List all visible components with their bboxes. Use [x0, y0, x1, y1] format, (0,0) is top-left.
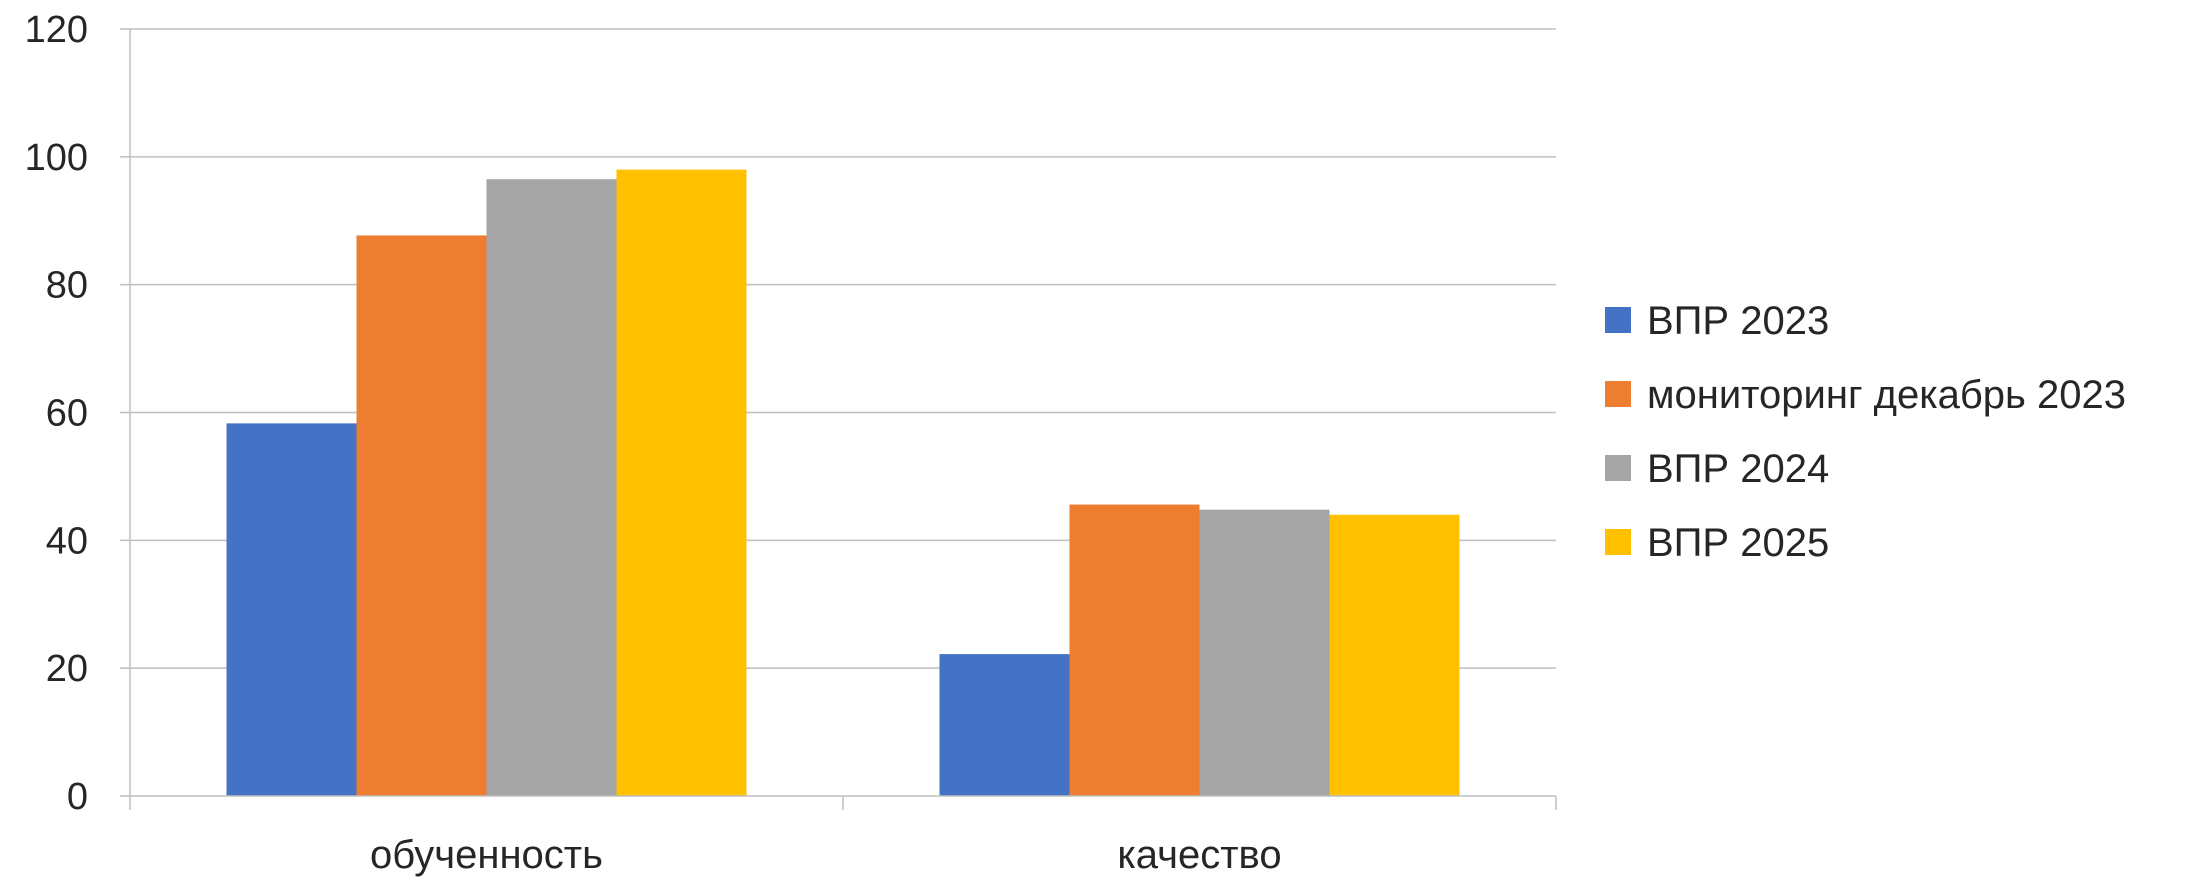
bar-1-2: [939, 654, 1070, 796]
bar-3-1: [486, 179, 617, 796]
y-tick-label: 60: [46, 393, 88, 435]
bar-4-2: [1329, 514, 1460, 796]
bars: [226, 169, 1460, 797]
legend: ВПР 2023 мониторинг декабрь 2023 ВПР 2024 В…: [1605, 299, 2126, 565]
legend-label: ВПР 2025: [1647, 521, 1829, 565]
y-tick-label: 80: [46, 265, 88, 307]
y-tick-label: 100: [25, 137, 88, 179]
legend-label: ВПР 2023: [1647, 299, 1829, 343]
y-tick-label: 0: [67, 776, 88, 818]
legend-swatch: [1605, 307, 1631, 333]
y-axis-ticks: 0 20 40 60 80 100 120: [25, 9, 130, 818]
legend-item: ВПР 2024: [1605, 447, 1829, 491]
y-tick-label: 20: [46, 648, 88, 690]
x-category-label: качество: [1117, 833, 1281, 877]
y-tick-label: 40: [46, 520, 88, 562]
legend-swatch: [1605, 455, 1631, 481]
legend-item: мониторинг декабрь 2023: [1605, 373, 2126, 417]
bar-4-1: [616, 169, 747, 796]
legend-label: ВПР 2024: [1647, 447, 1829, 491]
y-tick-label: 120: [25, 9, 88, 51]
legend-swatch: [1605, 381, 1631, 407]
legend-item: ВПР 2025: [1605, 521, 1829, 565]
x-category-label: обученность: [370, 833, 603, 877]
bar-1-1: [226, 423, 357, 796]
legend-swatch: [1605, 529, 1631, 555]
legend-label: мониторинг декабрь 2023: [1647, 373, 2126, 417]
bar-2-2: [1069, 504, 1200, 796]
x-axis-categories: обученность качество: [370, 833, 1282, 877]
bar-3-2: [1199, 509, 1330, 796]
bar-2-1: [356, 235, 487, 797]
legend-item: ВПР 2023: [1605, 299, 1829, 343]
